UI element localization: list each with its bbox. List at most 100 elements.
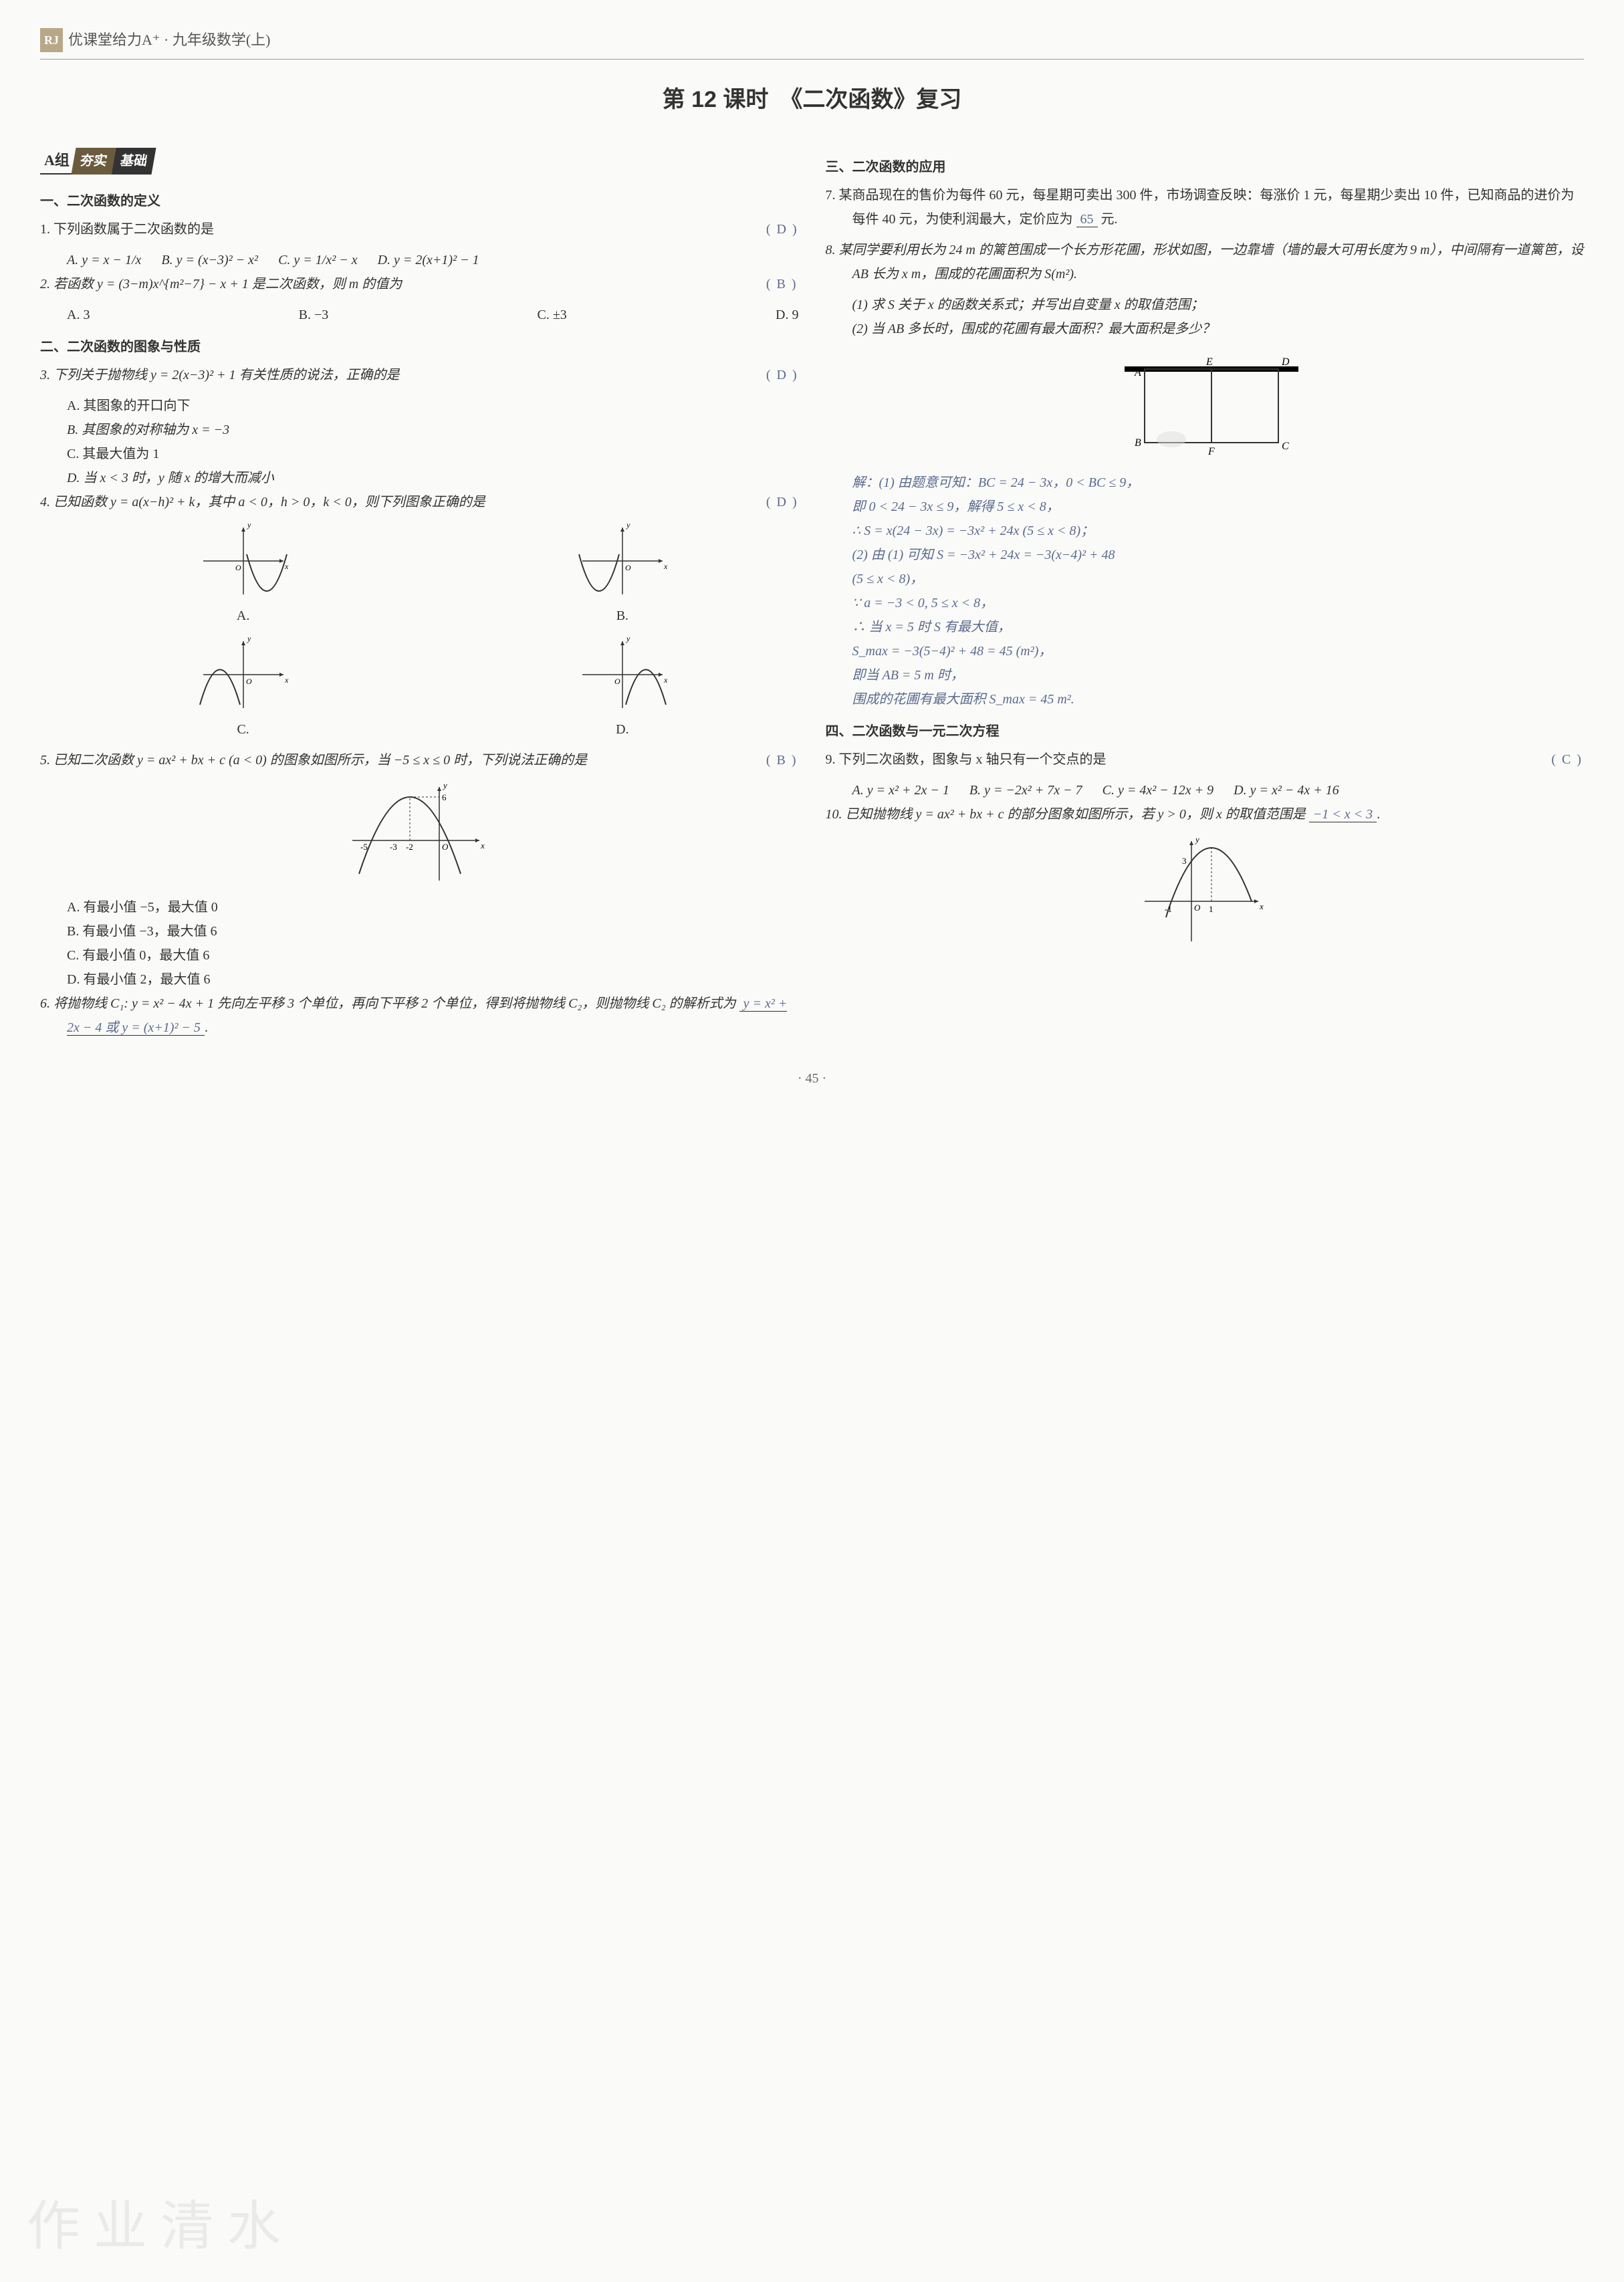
q5-opt-b: B. 有最小值 −3，最大值 6 — [67, 919, 799, 943]
q7-stem: 7. 某商品现在的售价为每件 60 元，每星期可卖出 300 件，市场调查反映：… — [826, 188, 1575, 227]
q7-fill: 65 — [1076, 212, 1098, 227]
q8-sol-6: ∴ 当 x = 5 时 S 有最大值， — [852, 615, 1585, 639]
watermark: 作 业 清 水 — [27, 2179, 281, 2275]
svg-text:E: E — [1205, 356, 1213, 368]
q4-label-a: A. — [67, 604, 419, 628]
svg-text:-5: -5 — [360, 842, 368, 852]
q5-opt-c: C. 有最小值 0，最大值 6 — [67, 943, 799, 967]
q5-stem: 5. 已知二次函数 y = ax² + bx + c (a < 0) 的图象如图… — [40, 753, 587, 768]
q1-stem: 1. 下列函数属于二次函数的是 — [40, 222, 214, 237]
q4-graph-d: x y O D. — [446, 635, 798, 741]
q3-opt-b: B. 其图象的对称轴为 x = −3 — [67, 418, 799, 442]
q10-graph: x y O -1 1 3 — [826, 834, 1585, 948]
q9-opt-b: B. y = −2x² + 7x − 7 — [969, 778, 1082, 802]
q1-opt-a: A. y = x − 1/x — [67, 248, 141, 272]
q10-parabola-icon: x y O -1 1 3 — [1138, 834, 1272, 948]
svg-text:-1: -1 — [1165, 904, 1172, 914]
question-3: 3. 下列关于抛物线 y = 2(x−3)² + 1 有关性质的说法，正确的是 … — [40, 363, 799, 387]
q8-p1: (1) 求 S 关于 x 的函数关系式；并写出自变量 x 的取值范围； — [826, 293, 1585, 317]
svg-text:y: y — [626, 521, 630, 530]
svg-text:x: x — [663, 562, 668, 571]
q9-opt-c: C. y = 4x² − 12x + 9 — [1103, 778, 1213, 802]
q3-opt-d: D. 当 x < 3 时，y 随 x 的增大而减小 — [67, 466, 799, 490]
logo-badge: RJ — [40, 28, 63, 52]
svg-text:6: 6 — [442, 792, 447, 802]
svg-text:x: x — [663, 675, 668, 685]
q5-options: A. 有最小值 −5，最大值 0 B. 有最小值 −3，最大值 6 C. 有最小… — [40, 895, 799, 992]
svg-text:B: B — [1135, 437, 1141, 449]
q5-opt-d: D. 有最小值 2，最大值 6 — [67, 967, 799, 992]
question-2: 2. 若函数 y = (3−m)x^{m²−7} − x + 1 是二次函数，则… — [40, 272, 799, 296]
q1-opt-c: C. y = 1/x² − x — [278, 248, 358, 272]
parabola-a-icon: x y O — [197, 521, 290, 601]
q8-sol-3: (2) 由 (1) 可知 S = −3x² + 24x = −3(x−4)² +… — [852, 543, 1585, 567]
svg-text:-2: -2 — [406, 842, 413, 852]
q2-opt-c: C. ±3 — [537, 303, 566, 327]
q2-options: A. 3 B. −3 C. ±3 D. 9 — [40, 303, 799, 327]
q8-sol-7: S_max = −3(5−4)² + 48 = 45 (m²)， — [852, 639, 1585, 663]
svg-text:y: y — [626, 635, 630, 643]
page-number: · 45 · — [40, 1066, 1584, 1091]
q4-graph-b: x y O B. — [446, 521, 798, 628]
q2-opt-d: D. 9 — [776, 303, 798, 327]
q8-sol-4: (5 ≤ x < 8)， — [852, 567, 1585, 591]
q4-answer: ( D ) — [793, 490, 799, 514]
q8-sol-9: 围成的花圃有最大面积 S_max = 45 m². — [852, 687, 1585, 711]
svg-text:O: O — [442, 842, 449, 852]
q6-stem: 6. 将抛物线 C₁: y = x² − 4x + 1 先向左平移 3 个单位，… — [40, 996, 736, 1011]
group-a-badge: A组 夯实 基础 — [40, 147, 154, 175]
q9-answer: ( C ) — [1578, 748, 1584, 772]
svg-text:1: 1 — [1209, 904, 1213, 914]
q1-answer: ( D ) — [793, 217, 799, 241]
svg-text:x: x — [1259, 901, 1264, 911]
section-1-head: 一、二次函数的定义 — [40, 189, 799, 213]
section-4-head: 四、二次函数与一元二次方程 — [826, 719, 1585, 744]
question-6: 6. 将抛物线 C₁: y = x² − 4x + 1 先向左平移 3 个单位，… — [40, 992, 799, 1040]
svg-text:-3: -3 — [390, 842, 397, 852]
svg-text:x: x — [284, 675, 289, 685]
q5-answer: ( B ) — [793, 748, 799, 772]
svg-text:O: O — [625, 563, 631, 572]
series-title: 优课堂给力A⁺ · 九年级数学(上) — [68, 27, 270, 53]
q4-graphs: x y O A. x y O B. — [40, 521, 799, 741]
svg-text:D: D — [1281, 356, 1290, 368]
q4-label-c: C. — [67, 717, 419, 741]
right-column: 三、二次函数的应用 7. 某商品现在的售价为每件 60 元，每星期可卖出 300… — [826, 147, 1585, 1047]
parabola-b-icon: x y O — [576, 521, 669, 601]
question-4: 4. 已知函数 y = a(x−h)² + k，其中 a < 0，h > 0，k… — [40, 490, 799, 514]
page-header: RJ 优课堂给力A⁺ · 九年级数学(上) — [40, 27, 1584, 60]
lesson-title: 第 12 课时 《二次函数》复习 — [40, 80, 1584, 120]
question-10: 10. 已知抛物线 y = ax² + bx + c 的部分图象如图所示，若 y… — [826, 802, 1585, 826]
question-5: 5. 已知二次函数 y = ax² + bx + c (a < 0) 的图象如图… — [40, 748, 799, 772]
q2-opt-a: A. 3 — [67, 303, 90, 327]
parabola-d-icon: x y O — [576, 635, 669, 715]
q9-options: A. y = x² + 2x − 1 B. y = −2x² + 7x − 7 … — [826, 778, 1585, 802]
svg-text:y: y — [442, 780, 447, 790]
svg-text:3: 3 — [1182, 856, 1187, 866]
q1-options: A. y = x − 1/x B. y = (x−3)² − x² C. y =… — [40, 248, 799, 272]
section-2-head: 二、二次函数的图象与性质 — [40, 335, 799, 359]
q9-opt-d: D. y = x² − 4x + 16 — [1234, 778, 1339, 802]
section-3-head: 三、二次函数的应用 — [826, 155, 1585, 179]
svg-text:O: O — [246, 677, 252, 686]
q8-diagram: A E D B F C — [826, 349, 1585, 463]
svg-text:A: A — [1134, 367, 1141, 378]
q1-opt-d: D. y = 2(x+1)² − 1 — [378, 248, 479, 272]
q5-graph: x y O 6 -5 -3 -2 — [40, 780, 799, 887]
q8-sol-2: ∴ S = x(24 − 3x) = −3x² + 24x (5 ≤ x < 8… — [852, 519, 1585, 543]
q4-graph-c: x y O C. — [67, 635, 419, 741]
q3-stem: 3. 下列关于抛物线 y = 2(x−3)² + 1 有关性质的说法，正确的是 — [40, 368, 400, 382]
question-9: 9. 下列二次函数，图象与 x 轴只有一个交点的是 ( C ) — [826, 748, 1585, 772]
q8-sol-8: 即当 AB = 5 m 时， — [852, 663, 1585, 687]
two-column-layout: A组 夯实 基础 一、二次函数的定义 1. 下列函数属于二次函数的是 ( D )… — [40, 147, 1584, 1047]
q3-answer: ( D ) — [793, 363, 799, 387]
question-7: 7. 某商品现在的售价为每件 60 元，每星期可卖出 300 件，市场调查反映：… — [826, 183, 1585, 231]
q1-opt-b: B. y = (x−3)² − x² — [161, 248, 258, 272]
q8-sol-5: ∵ a = −3 < 0, 5 ≤ x < 8， — [852, 591, 1585, 615]
q8-stem: 8. 某同学要利用长为 24 m 的篱笆围成一个长方形花圃，形状如图，一边靠墙（… — [826, 243, 1584, 281]
q3-opt-c: C. 其最大值为 1 — [67, 442, 799, 466]
parabola-c-icon: x y O — [197, 635, 290, 715]
q4-stem: 4. 已知函数 y = a(x−h)² + k，其中 a < 0，h > 0，k… — [40, 495, 485, 509]
q10-fill: −1 < x < 3 — [1309, 807, 1377, 822]
left-column: A组 夯实 基础 一、二次函数的定义 1. 下列函数属于二次函数的是 ( D )… — [40, 147, 799, 1047]
